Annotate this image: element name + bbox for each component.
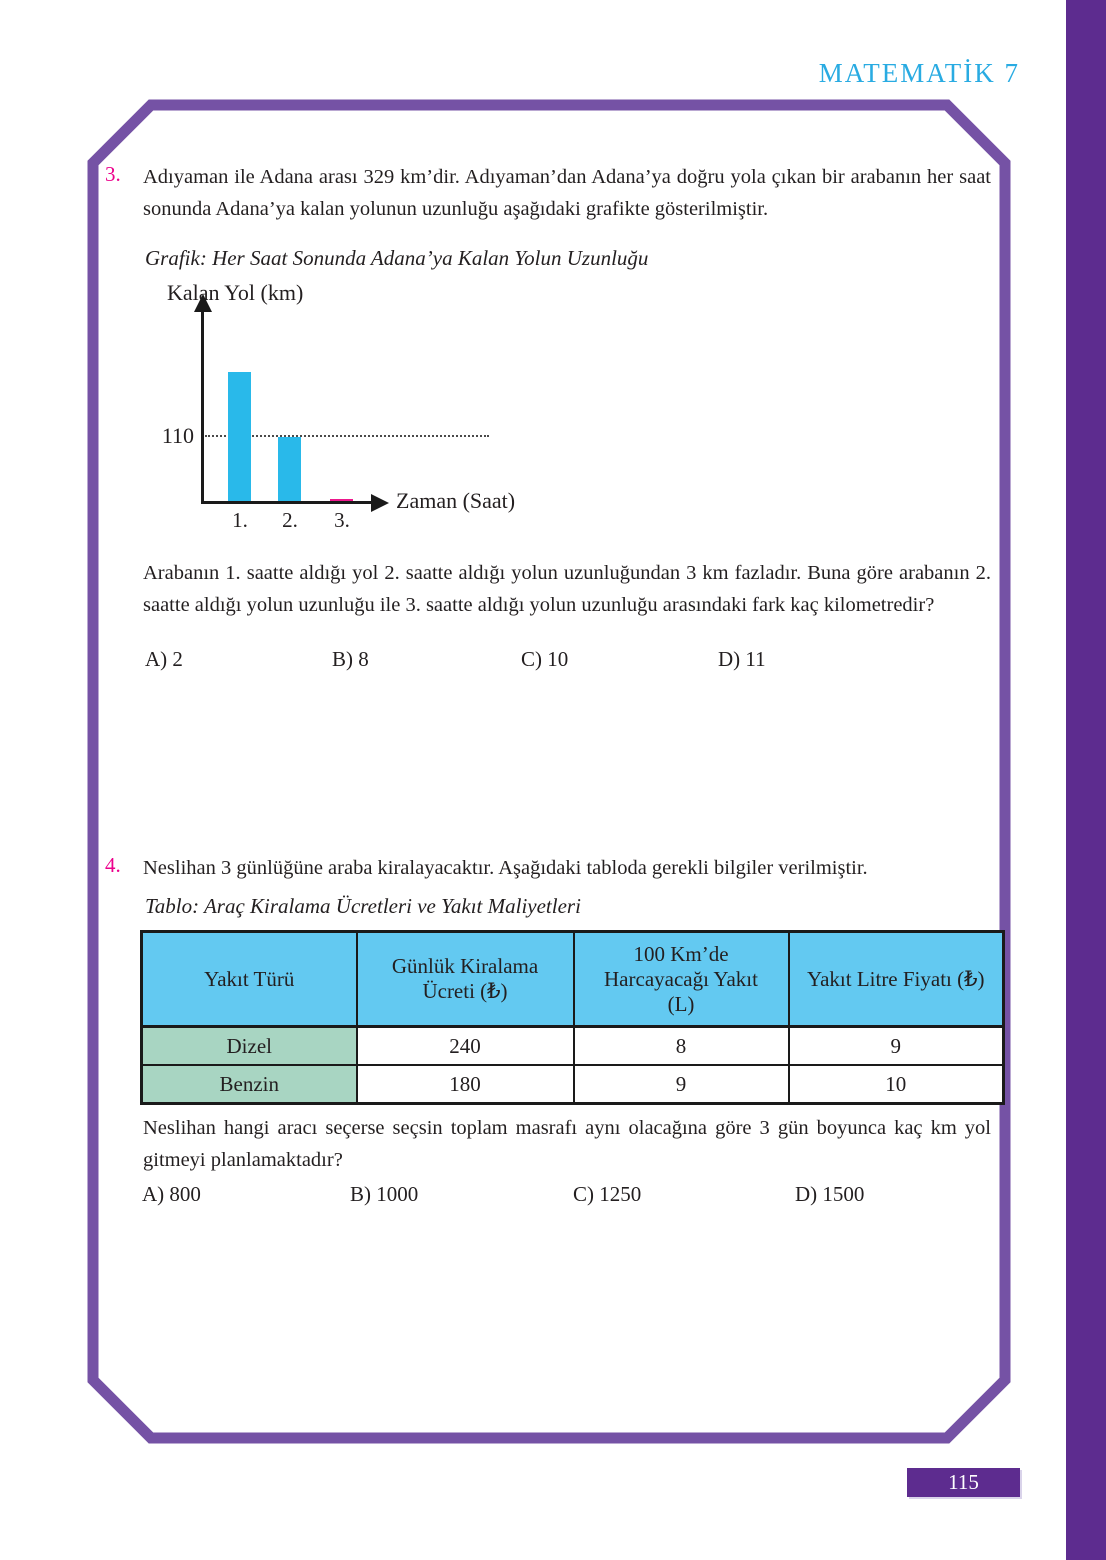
y-axis-line	[201, 310, 204, 503]
page-number-badge: 115	[907, 1468, 1020, 1497]
q4-question-paragraph: Neslihan hangi aracı seçerse seçsin topl…	[143, 1117, 991, 1171]
q3-option-b: B) 8	[332, 647, 369, 671]
x-tick-1: 1.	[232, 508, 248, 532]
page-edge-strip	[1066, 0, 1106, 1560]
rental-cost-table: Yakıt Türü Günlük Kiralama Ücreti (₺) 10…	[140, 930, 1005, 1105]
page-header-title: MATEMATİK 7	[818, 58, 1020, 88]
chart-x-axis-label: Zaman (Saat)	[396, 488, 516, 513]
q3-intro-paragraph: Adıyaman ile Adana arası 329 km’dir. Adı…	[143, 166, 991, 220]
q4-option-c: C) 1250	[573, 1182, 642, 1206]
cell-petrol-label: Benzin	[140, 1064, 358, 1105]
header-fuel-liter-price: Yakıt Litre Fiyatı (₺)	[787, 930, 1005, 1028]
cell-diesel-price: 9	[787, 1025, 1005, 1066]
y-tick-110-label: 110	[161, 423, 194, 448]
q4-number: 4.	[105, 853, 121, 877]
dotted-gridline-110	[205, 435, 489, 437]
chart-y-axis-label: Kalan Yol (km)	[167, 280, 304, 305]
x-tick-2: 2.	[282, 508, 298, 532]
x-axis-arrow-icon	[371, 493, 389, 512]
table-row: Benzin 180 9 10	[140, 1064, 1005, 1105]
q3-option-d: D) 11	[718, 647, 766, 671]
q3-option-c: C) 10	[521, 647, 569, 671]
table-header-row: Yakıt Türü Günlük Kiralama Ücreti (₺) 10…	[140, 930, 1005, 1028]
cell-diesel-fuel: 8	[572, 1025, 790, 1066]
q4-option-b: B) 1000	[350, 1182, 419, 1206]
q3-number: 3.	[105, 162, 121, 186]
header-daily-rental-fee: Günlük Kiralama Ücreti (₺)	[355, 930, 575, 1028]
cell-petrol-fee: 180	[355, 1064, 575, 1105]
table-row: Dizel 240 8 9	[140, 1025, 1005, 1066]
bar-hour-1	[228, 372, 251, 503]
header-fuel-per-100km: 100 Km’de Harcayacağı Yakıt (L)	[572, 930, 790, 1028]
q3-chart-caption: Grafik: Her Saat Sonunda Adana’ya Kalan …	[145, 246, 649, 270]
q4-option-d: D) 1500	[795, 1182, 865, 1206]
bar-hour-2	[278, 437, 301, 503]
cell-diesel-fee: 240	[355, 1025, 575, 1066]
q4-option-a: A) 800	[142, 1182, 201, 1206]
header-fuel-type: Yakıt Türü	[140, 930, 358, 1028]
cell-petrol-price: 10	[787, 1064, 1005, 1105]
q3-option-a: A) 2	[145, 647, 183, 671]
q4-table-caption: Tablo: Araç Kiralama Ücretleri ve Yakıt …	[145, 894, 581, 918]
cell-petrol-fuel: 9	[572, 1064, 790, 1105]
x-tick-3: 3.	[334, 508, 350, 532]
q3-followup-paragraph: Arabanın 1. saatte aldığı yol 2. saatte …	[143, 562, 991, 616]
q4-intro-paragraph: Neslihan 3 günlüğüne araba kiralayacaktı…	[143, 857, 868, 879]
remaining-distance-bar-chart: Kalan Yol (km) 110 1. 2. 3. Zaman (Saat)	[150, 280, 710, 540]
y-axis-arrow-icon	[194, 294, 212, 312]
cell-diesel-label: Dizel	[140, 1025, 358, 1066]
x-axis-line	[201, 501, 373, 504]
